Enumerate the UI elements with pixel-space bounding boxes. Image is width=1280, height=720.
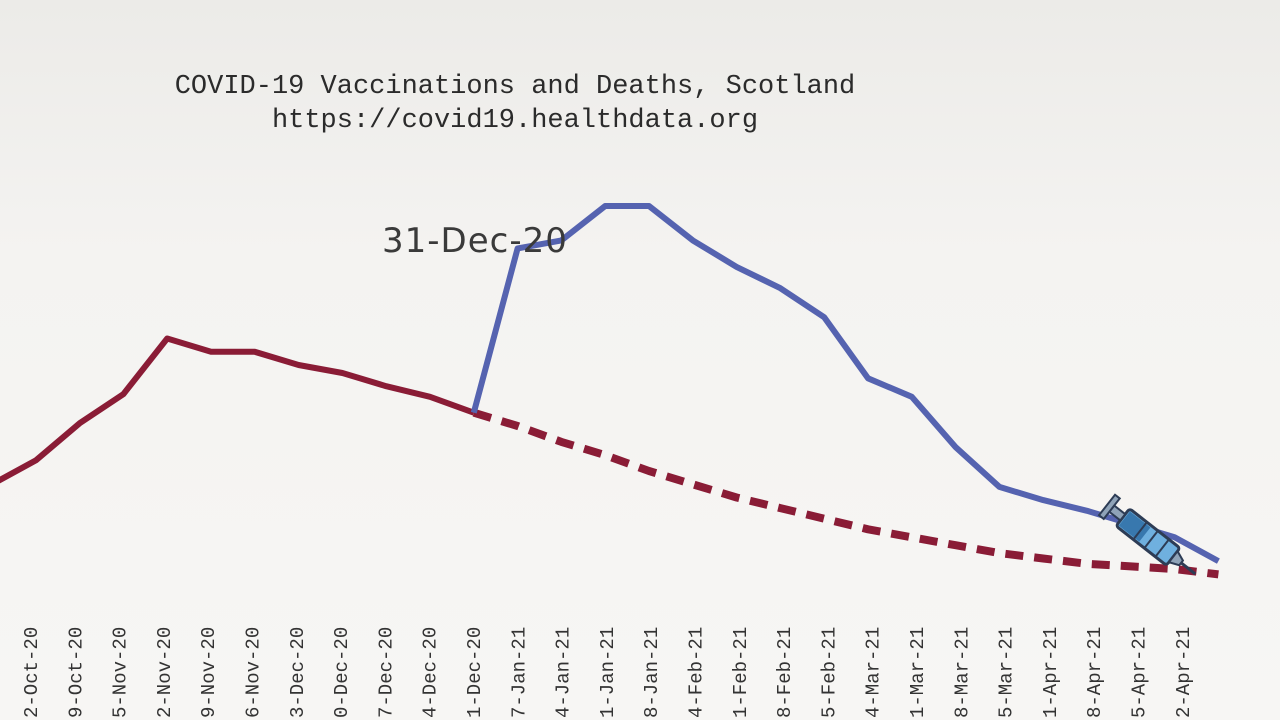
x-tick-label: 8-Apr-21 xyxy=(1084,627,1106,718)
series-line-2 xyxy=(470,203,1220,564)
syringe-icon xyxy=(1097,493,1197,576)
x-tick-label: 5-Feb-21 xyxy=(818,627,840,718)
series-line-1 xyxy=(472,408,1219,579)
chart-subtitle: https://covid19.healthdata.org xyxy=(272,106,758,136)
x-tick-label: 2-Oct-20 xyxy=(21,627,43,718)
x-tick-label: 5-Mar-21 xyxy=(996,627,1018,718)
x-tick-label: 1-Mar-21 xyxy=(907,627,929,718)
x-tick-label: 1-Apr-21 xyxy=(1040,627,1062,718)
x-tick-label: 5-Apr-21 xyxy=(1129,627,1151,718)
x-tick-label: 2-Nov-20 xyxy=(154,627,176,718)
x-tick-label: 7-Jan-21 xyxy=(508,627,530,718)
x-tick-label: 4-Dec-20 xyxy=(420,627,442,718)
x-tick-label: 1-Jan-21 xyxy=(597,627,619,718)
x-tick-label: 8-Jan-21 xyxy=(641,627,663,718)
x-tick-label: 0-Dec-20 xyxy=(331,627,353,718)
x-tick-label: 6-Nov-20 xyxy=(243,627,265,718)
x-axis-ticks: 2-Oct-20 9-Oct-20 5-Nov-20 2-Nov-20 9-Nov-20… xyxy=(21,627,1195,718)
x-tick-label: 8-Mar-21 xyxy=(951,627,973,718)
x-tick-label: 5-Nov-20 xyxy=(110,627,132,718)
x-tick-label: 3-Dec-20 xyxy=(287,627,309,718)
x-tick-label: 9-Oct-20 xyxy=(65,627,87,718)
x-tick-label: 7-Dec-20 xyxy=(375,627,397,718)
x-tick-label: 8-Feb-21 xyxy=(774,627,796,718)
x-tick-label: 4-Feb-21 xyxy=(686,627,708,718)
x-tick-label: 9-Nov-20 xyxy=(198,627,220,718)
x-tick-label: 4-Mar-21 xyxy=(863,627,885,718)
date-annotation: 31-Dec-20 xyxy=(382,221,568,261)
x-tick-label: 4-Jan-21 xyxy=(553,627,575,718)
x-tick-label: 2-Apr-21 xyxy=(1173,627,1195,718)
series-layer xyxy=(0,203,1220,579)
x-tick-label: 1-Feb-21 xyxy=(730,627,752,718)
series-line-0 xyxy=(0,335,475,484)
x-tick-label: 1-Dec-20 xyxy=(464,627,486,718)
chart-title: COVID-19 Vaccinations and Deaths, Scotla… xyxy=(175,72,856,102)
